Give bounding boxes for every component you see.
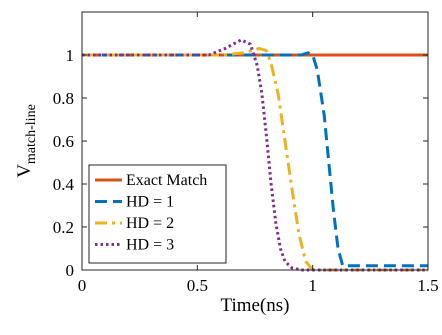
x-tick-label: 1: [308, 276, 317, 295]
x-tick-label: 0.5: [187, 276, 208, 295]
y-tick-label: 0.4: [53, 175, 75, 194]
legend-label-1: Exact Match: [126, 172, 207, 189]
x-axis-title: Time(ns): [221, 295, 290, 316]
legend-label-3: HD = 2: [126, 215, 174, 232]
y-tick-label: 0.6: [53, 132, 74, 151]
y-axis-title-main: V: [14, 164, 35, 178]
legend: Exact Match HD = 1 HD = 2 HD = 3: [88, 164, 227, 264]
y-tick-label: 0.2: [53, 218, 74, 237]
legend-label-4: HD = 3: [126, 237, 174, 254]
series-layer: [82, 38, 428, 272]
series-line-2: [82, 51, 428, 268]
y-tick-label: 0: [66, 261, 75, 280]
y-tick-label: 1: [66, 46, 75, 65]
ticks-layer: [81, 12, 429, 271]
series-line-3: [82, 47, 428, 272]
legend-box: [88, 164, 227, 264]
legend-label-2: HD = 1: [126, 194, 174, 211]
y-axis-title-subscript: match-line: [24, 104, 39, 164]
x-tick-label: 0: [78, 276, 87, 295]
x-tick-label: 1.5: [417, 276, 438, 295]
series-line-4: [82, 38, 428, 272]
y-tick-label: 0.8: [53, 89, 74, 108]
y-axis-title: Vmatch-line: [14, 104, 39, 178]
tick-labels-layer: 0 0.5 1 1.5 0 0.2 0.4 0.6 0.8 1: [53, 46, 439, 295]
